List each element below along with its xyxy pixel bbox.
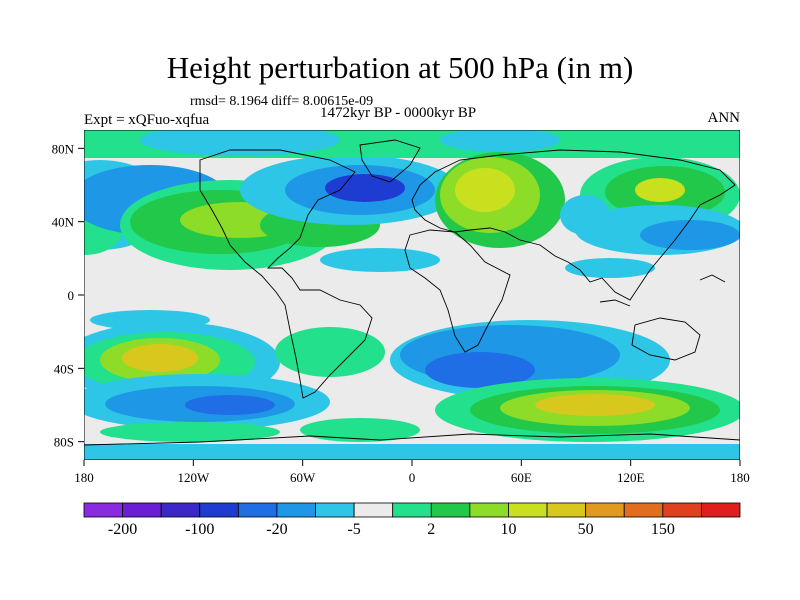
coastlines [84,139,740,446]
plot-title: Height perturbation at 500 hPa (in m) [166,50,634,85]
lon-tick-label: 60E [511,470,532,485]
lat-tick-label: 0 [68,288,75,303]
colorbar-label: -5 [347,521,360,538]
experiment-label: Expt = xQFuo-xqfua [84,112,210,128]
colorbar-swatch [122,502,162,518]
colorbar-label: 2 [427,521,435,538]
colorbar-swatch [353,502,394,518]
lon-tick-label: 180 [74,470,94,485]
colorbar-swatch [508,502,548,518]
colorbar-swatch [237,502,278,518]
longitude-axis: 180 120W 60W 0 60E 120E 180 [74,460,750,485]
lon-tick-label: 120W [177,470,210,485]
colorbar-swatch [469,502,509,518]
lon-tick-label: 0 [409,470,416,485]
contour-region [640,220,740,250]
colorbar-swatch [623,502,664,518]
colorbar-swatch [160,502,201,518]
period-label: 1472kyr BP - 0000kyr BP [320,105,477,121]
lat-tick-label: 40S [54,361,74,376]
colorbar-label: 10 [500,521,516,538]
contour-region [560,195,610,235]
lat-tick-label: 80N [52,141,75,156]
contour-region [425,352,535,388]
contour-field [84,130,740,460]
lon-tick-label: 120E [617,470,645,485]
colorbar-label: -100 [185,521,214,538]
contour-region [535,394,655,416]
lat-tick-label: 40N [52,215,75,230]
contour-region [185,395,275,415]
colorbar-label: -20 [266,521,287,538]
lon-tick-label: 180 [730,470,750,485]
colorbar-swatch [701,502,741,518]
contour-region [84,444,740,460]
contour-region [275,327,385,377]
colorbar-swatch [430,502,471,518]
season-label: ANN [707,110,741,126]
contour-region [320,248,440,272]
contour-region [440,130,560,152]
lon-tick-label: 60W [290,470,316,485]
colorbar-label: -200 [108,521,137,538]
colorbar-swatch [585,502,625,518]
colorbar: -200 -100 -20 -5 2 10 50 150 [83,502,741,538]
colorbar-swatch [546,502,587,518]
contour-region [455,168,515,212]
colorbar-swatch [392,502,432,518]
lat-tick-label: 80S [54,435,74,450]
colorbar-label: 150 [651,521,675,538]
latitude-axis: 80N 40N 0 40S 80S [52,141,84,450]
contour-region [565,258,655,278]
contour-region [100,422,280,442]
contour-region [140,130,340,156]
colorbar-swatch [199,502,239,518]
colorbar-label: 50 [578,521,594,538]
stats-line: rmsd= 8.1964 diff= 8.00615e-09 [190,94,374,109]
contour-region [300,418,420,442]
contour-region [325,174,405,202]
contour-region [635,178,685,202]
colorbar-swatch [315,502,355,518]
contour-region [122,344,198,372]
colorbar-swatch [83,502,123,518]
colorbar-swatch [276,502,316,518]
colorbar-swatch [662,502,702,518]
